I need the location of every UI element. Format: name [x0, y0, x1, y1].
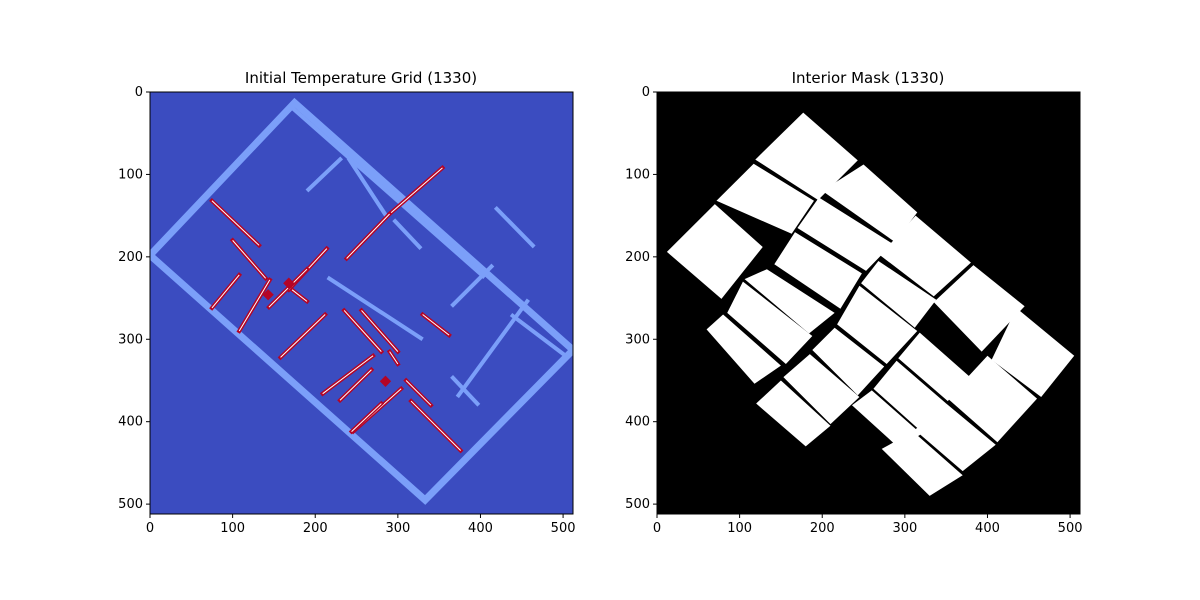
heat-source-core — [389, 351, 399, 365]
x-tick-label: 500 — [551, 521, 576, 536]
interior-room — [727, 281, 813, 364]
interior-wall — [305, 156, 344, 193]
y-tick-label: 500 — [118, 497, 143, 512]
interior-wall — [455, 298, 531, 399]
x-tick-label: 100 — [727, 521, 752, 536]
heat-source-core — [361, 310, 399, 352]
interior-room — [812, 327, 885, 396]
interior-room — [933, 265, 1025, 352]
y-tick-label: 300 — [118, 332, 143, 347]
heat-source-core — [232, 240, 267, 279]
y-tick-label: 200 — [625, 250, 650, 265]
mask-heatmap — [657, 92, 1080, 514]
heat-source-core — [211, 274, 240, 309]
temperature-heatmap — [150, 92, 573, 514]
axes-frame — [149, 91, 574, 515]
interior-room — [822, 164, 918, 243]
building-outline-wall — [150, 97, 573, 505]
interior-room — [774, 232, 862, 309]
hot-spot — [262, 289, 274, 301]
panel-temperature: Initial Temperature Grid (1330) 0 100 200 3… — [118, 69, 575, 536]
grid-background — [150, 92, 573, 514]
heat-source-core — [410, 400, 461, 451]
interior-room — [873, 360, 947, 432]
x-tick-label: 400 — [975, 521, 1000, 536]
hot-spot — [283, 277, 295, 289]
interior-room — [898, 332, 970, 402]
heat-source-core — [211, 200, 260, 246]
interior-room — [756, 380, 831, 447]
x-tick-label: 500 — [1058, 521, 1083, 536]
interior-wall — [291, 106, 486, 279]
interior-room — [880, 215, 971, 297]
x-tick-label: 300 — [385, 521, 410, 536]
heat-source-core — [343, 310, 382, 352]
interior-wall — [392, 218, 423, 250]
interior-wall — [450, 263, 495, 308]
panel-title: Initial Temperature Grid (1330) — [245, 69, 477, 87]
interior-room — [914, 403, 996, 472]
heat-source-core — [405, 380, 432, 406]
interior-room — [861, 260, 937, 328]
interior-room — [881, 431, 963, 496]
heat-source-core — [422, 314, 450, 336]
x-tick-label: 200 — [303, 521, 328, 536]
y-tick-label: 100 — [118, 167, 143, 182]
heat-source-core — [389, 167, 443, 215]
interior-room — [797, 197, 893, 271]
interior-room — [744, 269, 835, 334]
interior-room — [755, 112, 858, 200]
heat-source-core — [351, 403, 382, 432]
interior-wall — [450, 374, 481, 407]
interior-room — [991, 307, 1075, 397]
interior-wall — [326, 275, 424, 341]
x-tick-label: 0 — [653, 521, 661, 536]
y-tick-label: 0 — [135, 85, 143, 100]
panel-interior-mask: Interior Mask (1330) 0 100 200 300 400 500010… — [625, 69, 1082, 536]
interior-room — [851, 390, 922, 449]
heat-source-core — [339, 369, 372, 401]
x-tick-label: 400 — [468, 521, 493, 536]
y-tick-label: 200 — [118, 250, 143, 265]
x-tick-label: 0 — [146, 521, 154, 536]
y-tick-label: 300 — [625, 332, 650, 347]
interior-room — [716, 163, 814, 234]
x-tick-label: 300 — [892, 521, 917, 536]
interior-wall — [493, 205, 536, 249]
interior-room — [837, 285, 918, 364]
x-tick-label: 100 — [220, 521, 245, 536]
panel-title: Interior Mask (1330) — [792, 69, 945, 87]
y-tick-label: 0 — [642, 85, 650, 100]
heat-source-core — [322, 355, 374, 395]
interior-room — [666, 204, 763, 299]
heat-source-core — [346, 213, 390, 259]
x-tick-label: 200 — [810, 521, 835, 536]
interior-room — [706, 314, 781, 384]
interior-wall — [509, 312, 567, 358]
y-tick-label: 400 — [118, 415, 143, 430]
y-tick-label: 100 — [625, 167, 650, 182]
y-tick-label: 400 — [625, 415, 650, 430]
heat-source-core — [280, 314, 326, 358]
hot-spot — [379, 375, 392, 387]
interior-room — [947, 355, 1038, 443]
interior-wall — [346, 156, 389, 219]
heat-source-core — [268, 268, 308, 308]
interior-room — [783, 354, 860, 425]
y-tick-label: 500 — [625, 497, 650, 512]
axes-frame — [656, 91, 1081, 515]
heat-source-core — [238, 279, 271, 332]
heat-source-core — [291, 289, 308, 302]
